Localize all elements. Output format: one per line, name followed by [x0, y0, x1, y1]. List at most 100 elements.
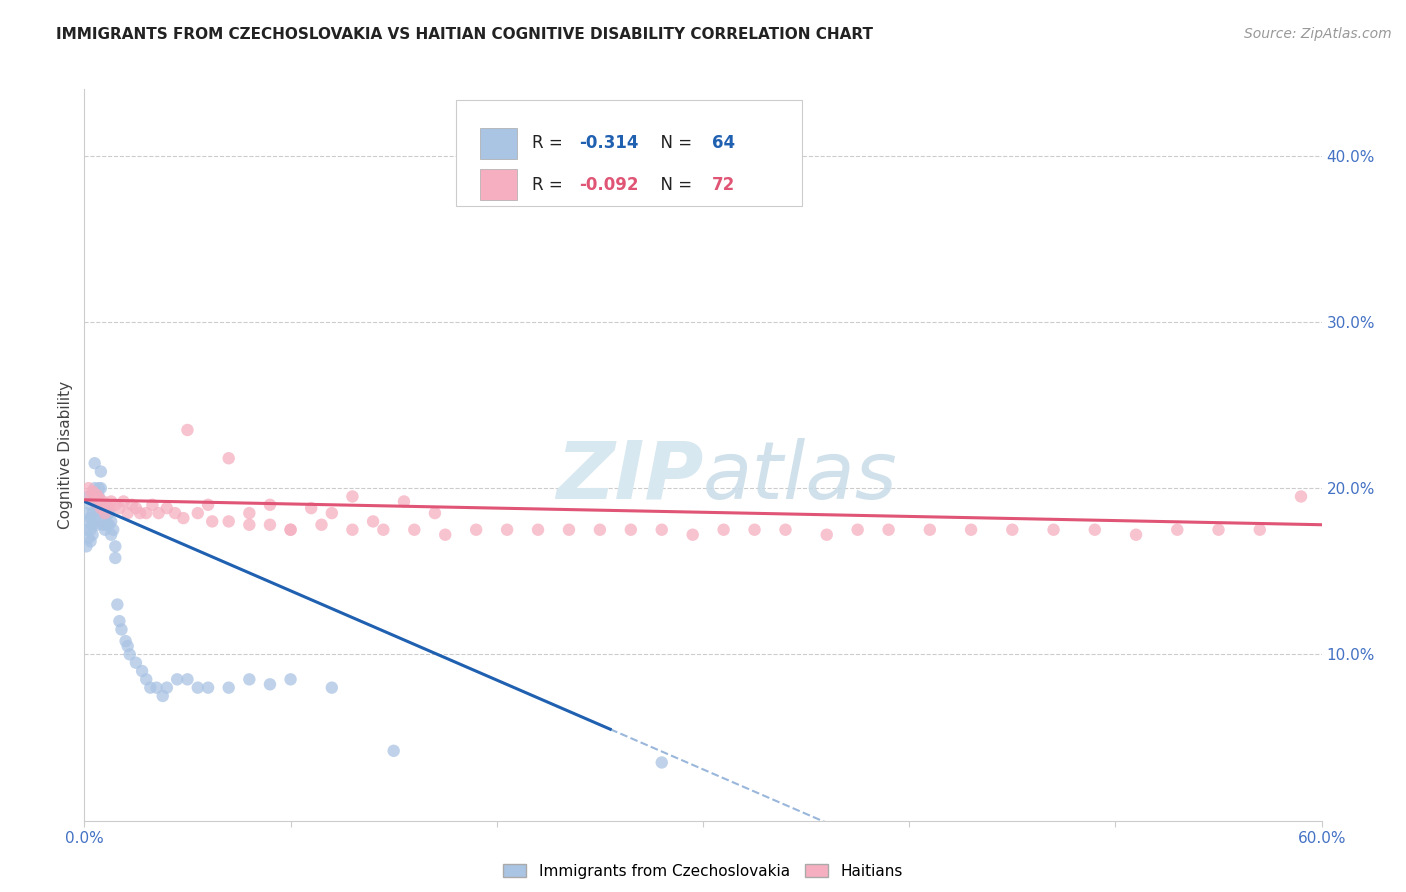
- Point: [527, 523, 550, 537]
- Point: [152, 689, 174, 703]
- Point: [91, 517, 114, 532]
- Point: [94, 511, 117, 525]
- Point: [77, 490, 100, 504]
- Point: [91, 494, 114, 508]
- Point: [682, 527, 704, 541]
- Point: [91, 506, 114, 520]
- Point: [75, 539, 97, 553]
- Point: [82, 517, 104, 532]
- Point: [82, 506, 104, 520]
- Point: [83, 515, 105, 529]
- Point: [104, 539, 127, 553]
- Point: [918, 523, 941, 537]
- Point: [877, 523, 900, 537]
- Text: atlas: atlas: [703, 438, 898, 516]
- Point: [77, 531, 100, 545]
- Point: [238, 673, 260, 687]
- Y-axis label: Cognitive Disability: Cognitive Disability: [58, 381, 73, 529]
- Point: [166, 673, 188, 687]
- Point: [139, 681, 162, 695]
- Point: [620, 523, 643, 537]
- Point: [96, 506, 118, 520]
- Point: [141, 498, 163, 512]
- Point: [104, 551, 127, 566]
- Point: [1249, 523, 1271, 537]
- Point: [373, 523, 395, 537]
- Point: [98, 501, 121, 516]
- Point: [342, 523, 364, 537]
- Point: [197, 498, 219, 512]
- Point: [238, 517, 260, 532]
- Point: [87, 491, 110, 505]
- Text: 64: 64: [711, 135, 735, 153]
- Point: [94, 498, 117, 512]
- Point: [815, 527, 838, 541]
- Point: [94, 523, 117, 537]
- Point: [90, 498, 112, 512]
- Point: [79, 511, 101, 525]
- Point: [651, 756, 673, 770]
- Point: [82, 527, 104, 541]
- Point: [1208, 523, 1230, 537]
- Text: R =: R =: [533, 135, 568, 153]
- Point: [392, 494, 415, 508]
- Point: [135, 673, 157, 687]
- Point: [321, 681, 343, 695]
- Point: [86, 488, 108, 502]
- Text: 72: 72: [711, 176, 735, 194]
- Point: [108, 614, 131, 628]
- Point: [96, 498, 118, 512]
- Point: [299, 501, 322, 516]
- Point: [960, 523, 983, 537]
- Point: [79, 490, 101, 504]
- Point: [125, 501, 148, 516]
- Point: [87, 506, 110, 520]
- Point: [218, 681, 240, 695]
- Point: [79, 523, 101, 537]
- FancyBboxPatch shape: [481, 128, 517, 159]
- Point: [176, 673, 198, 687]
- Point: [218, 451, 240, 466]
- Point: [83, 481, 105, 495]
- Point: [846, 523, 869, 537]
- Point: [311, 517, 333, 532]
- Point: [86, 517, 108, 532]
- Point: [713, 523, 735, 537]
- Point: [145, 681, 167, 695]
- Point: [79, 534, 101, 549]
- Text: ZIP: ZIP: [555, 438, 703, 516]
- Point: [96, 517, 118, 532]
- Point: [125, 656, 148, 670]
- Point: [1001, 523, 1024, 537]
- Legend: Immigrants from Czechoslovakia, Haitians: Immigrants from Czechoslovakia, Haitians: [503, 863, 903, 879]
- Point: [112, 494, 135, 508]
- Point: [156, 681, 179, 695]
- Point: [259, 677, 281, 691]
- Point: [79, 498, 101, 512]
- Point: [1042, 523, 1064, 537]
- Point: [117, 639, 139, 653]
- Point: [589, 523, 612, 537]
- Point: [83, 456, 105, 470]
- Text: R =: R =: [533, 176, 568, 194]
- Point: [165, 506, 187, 520]
- Point: [558, 523, 581, 537]
- Point: [103, 523, 125, 537]
- Point: [121, 498, 143, 512]
- Point: [114, 634, 136, 648]
- Point: [104, 498, 127, 512]
- Text: IMMIGRANTS FROM CZECHOSLOVAKIA VS HAITIAN COGNITIVE DISABILITY CORRELATION CHART: IMMIGRANTS FROM CZECHOSLOVAKIA VS HAITIA…: [56, 27, 873, 42]
- Point: [176, 423, 198, 437]
- Point: [87, 490, 110, 504]
- Point: [423, 506, 446, 520]
- Point: [118, 648, 141, 662]
- Point: [361, 515, 384, 529]
- Point: [1166, 523, 1188, 537]
- Point: [156, 501, 179, 516]
- Point: [108, 501, 131, 516]
- Point: [259, 517, 281, 532]
- Point: [1125, 527, 1147, 541]
- Point: [280, 673, 302, 687]
- Point: [280, 523, 302, 537]
- Point: [86, 501, 108, 516]
